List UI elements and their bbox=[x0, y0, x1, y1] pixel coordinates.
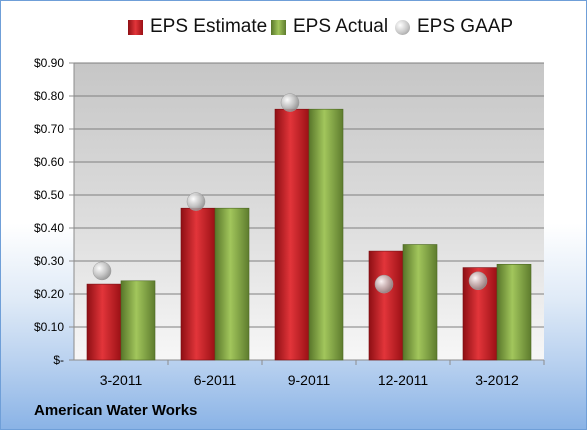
y-tick-label: $0.10 bbox=[34, 320, 64, 334]
eps-estimate-bar bbox=[180, 207, 216, 361]
legend-item-eps-estimate: EPS Estimate bbox=[128, 11, 267, 43]
legend-item-eps-actual: EPS Actual bbox=[271, 11, 388, 43]
eps-actual-bar bbox=[496, 263, 532, 361]
x-tick-label: 12-2011 bbox=[378, 372, 429, 388]
y-tick-label: $0.60 bbox=[34, 155, 64, 169]
y-tick-label: $0.20 bbox=[34, 287, 64, 301]
bars bbox=[86, 108, 532, 361]
y-tick-label: $0.90 bbox=[34, 56, 64, 70]
legend-swatch-actual bbox=[271, 19, 286, 35]
eps-actual-bar bbox=[120, 280, 156, 361]
y-axis: $- $0.10 $0.20 $0.30 $0.40 $0.50 $0.60 $0.70 $0.… bbox=[34, 56, 75, 367]
legend-label-estimate: EPS Estimate bbox=[150, 16, 268, 37]
y-tick-label: $0.70 bbox=[34, 122, 64, 136]
eps-chart: $- $0.10 $0.20 $0.30 $0.40 $0.50 $0.60 $0.70 $0.… bbox=[34, 56, 545, 388]
x-tick-label: 6-2011 bbox=[194, 372, 237, 388]
x-tick-label: 3-2012 bbox=[475, 372, 519, 388]
x-axis: 3-2011 6-2011 9-2011 12-2011 3-2012 bbox=[100, 360, 545, 388]
eps-estimate-bar bbox=[368, 250, 404, 361]
gaap-markers bbox=[92, 93, 488, 294]
y-tick-label: $0.40 bbox=[34, 221, 64, 235]
eps-gaap-marker bbox=[468, 271, 488, 291]
x-tick-label: 9-2011 bbox=[288, 372, 331, 388]
eps-actual-bar bbox=[308, 108, 344, 361]
legend-swatch-gaap bbox=[395, 19, 410, 35]
legend: EPS Estimate EPS Actual EPS GAAP bbox=[1, 11, 586, 43]
x-tick-label: 3-2011 bbox=[100, 372, 143, 388]
eps-gaap-marker bbox=[280, 93, 300, 112]
eps-gaap-marker bbox=[374, 274, 394, 294]
y-tick-label: $- bbox=[53, 353, 64, 367]
eps-gaap-marker bbox=[92, 261, 112, 281]
legend-swatch-estimate bbox=[128, 19, 143, 35]
company-name: American Water Works bbox=[34, 402, 198, 419]
eps-actual-bar bbox=[214, 207, 250, 361]
legend-label-actual: EPS Actual bbox=[293, 16, 389, 37]
y-tick-label: $0.50 bbox=[34, 188, 64, 202]
y-tick-label: $0.30 bbox=[34, 254, 64, 268]
legend-item-eps-gaap: EPS GAAP bbox=[395, 11, 513, 43]
eps-estimate-bar bbox=[274, 108, 310, 361]
eps-gaap-marker bbox=[186, 192, 206, 211]
eps-estimate-bar bbox=[86, 283, 122, 361]
y-tick-label: $0.80 bbox=[34, 89, 64, 103]
eps-actual-bar bbox=[402, 244, 438, 361]
legend-label-gaap: EPS GAAP bbox=[417, 16, 514, 37]
